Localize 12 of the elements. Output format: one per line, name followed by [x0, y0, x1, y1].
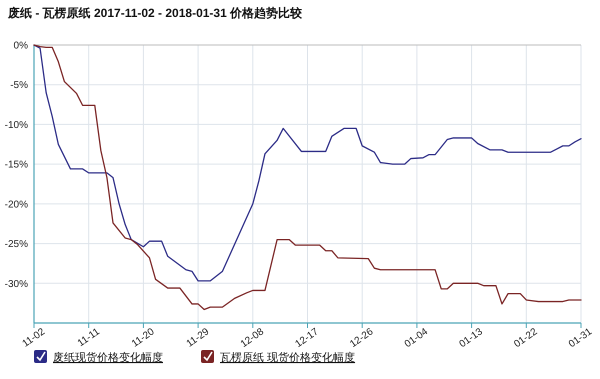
y-tick-label: -10%	[4, 120, 28, 131]
y-tick-label: -15%	[4, 160, 28, 171]
legend-label: 瓦楞原纸 现货价格变化幅度	[220, 351, 356, 364]
y-tick-label: 0%	[14, 40, 28, 52]
legend-item: 瓦楞原纸 现货价格变化幅度	[201, 350, 356, 364]
y-tick-label: -5%	[10, 80, 28, 92]
y-tick-label: -30%	[4, 278, 28, 290]
legend-item: 废纸现货价格变化幅度	[34, 350, 163, 364]
y-tick-label: -25%	[4, 239, 28, 250]
legend-label: 废纸现货价格变化幅度	[53, 351, 163, 364]
y-tick-label: -20%	[4, 199, 28, 210]
chart-title: 废纸 - 瓦楞原纸 2017-11-02 - 2018-01-31 价格趋势比较	[7, 6, 304, 20]
